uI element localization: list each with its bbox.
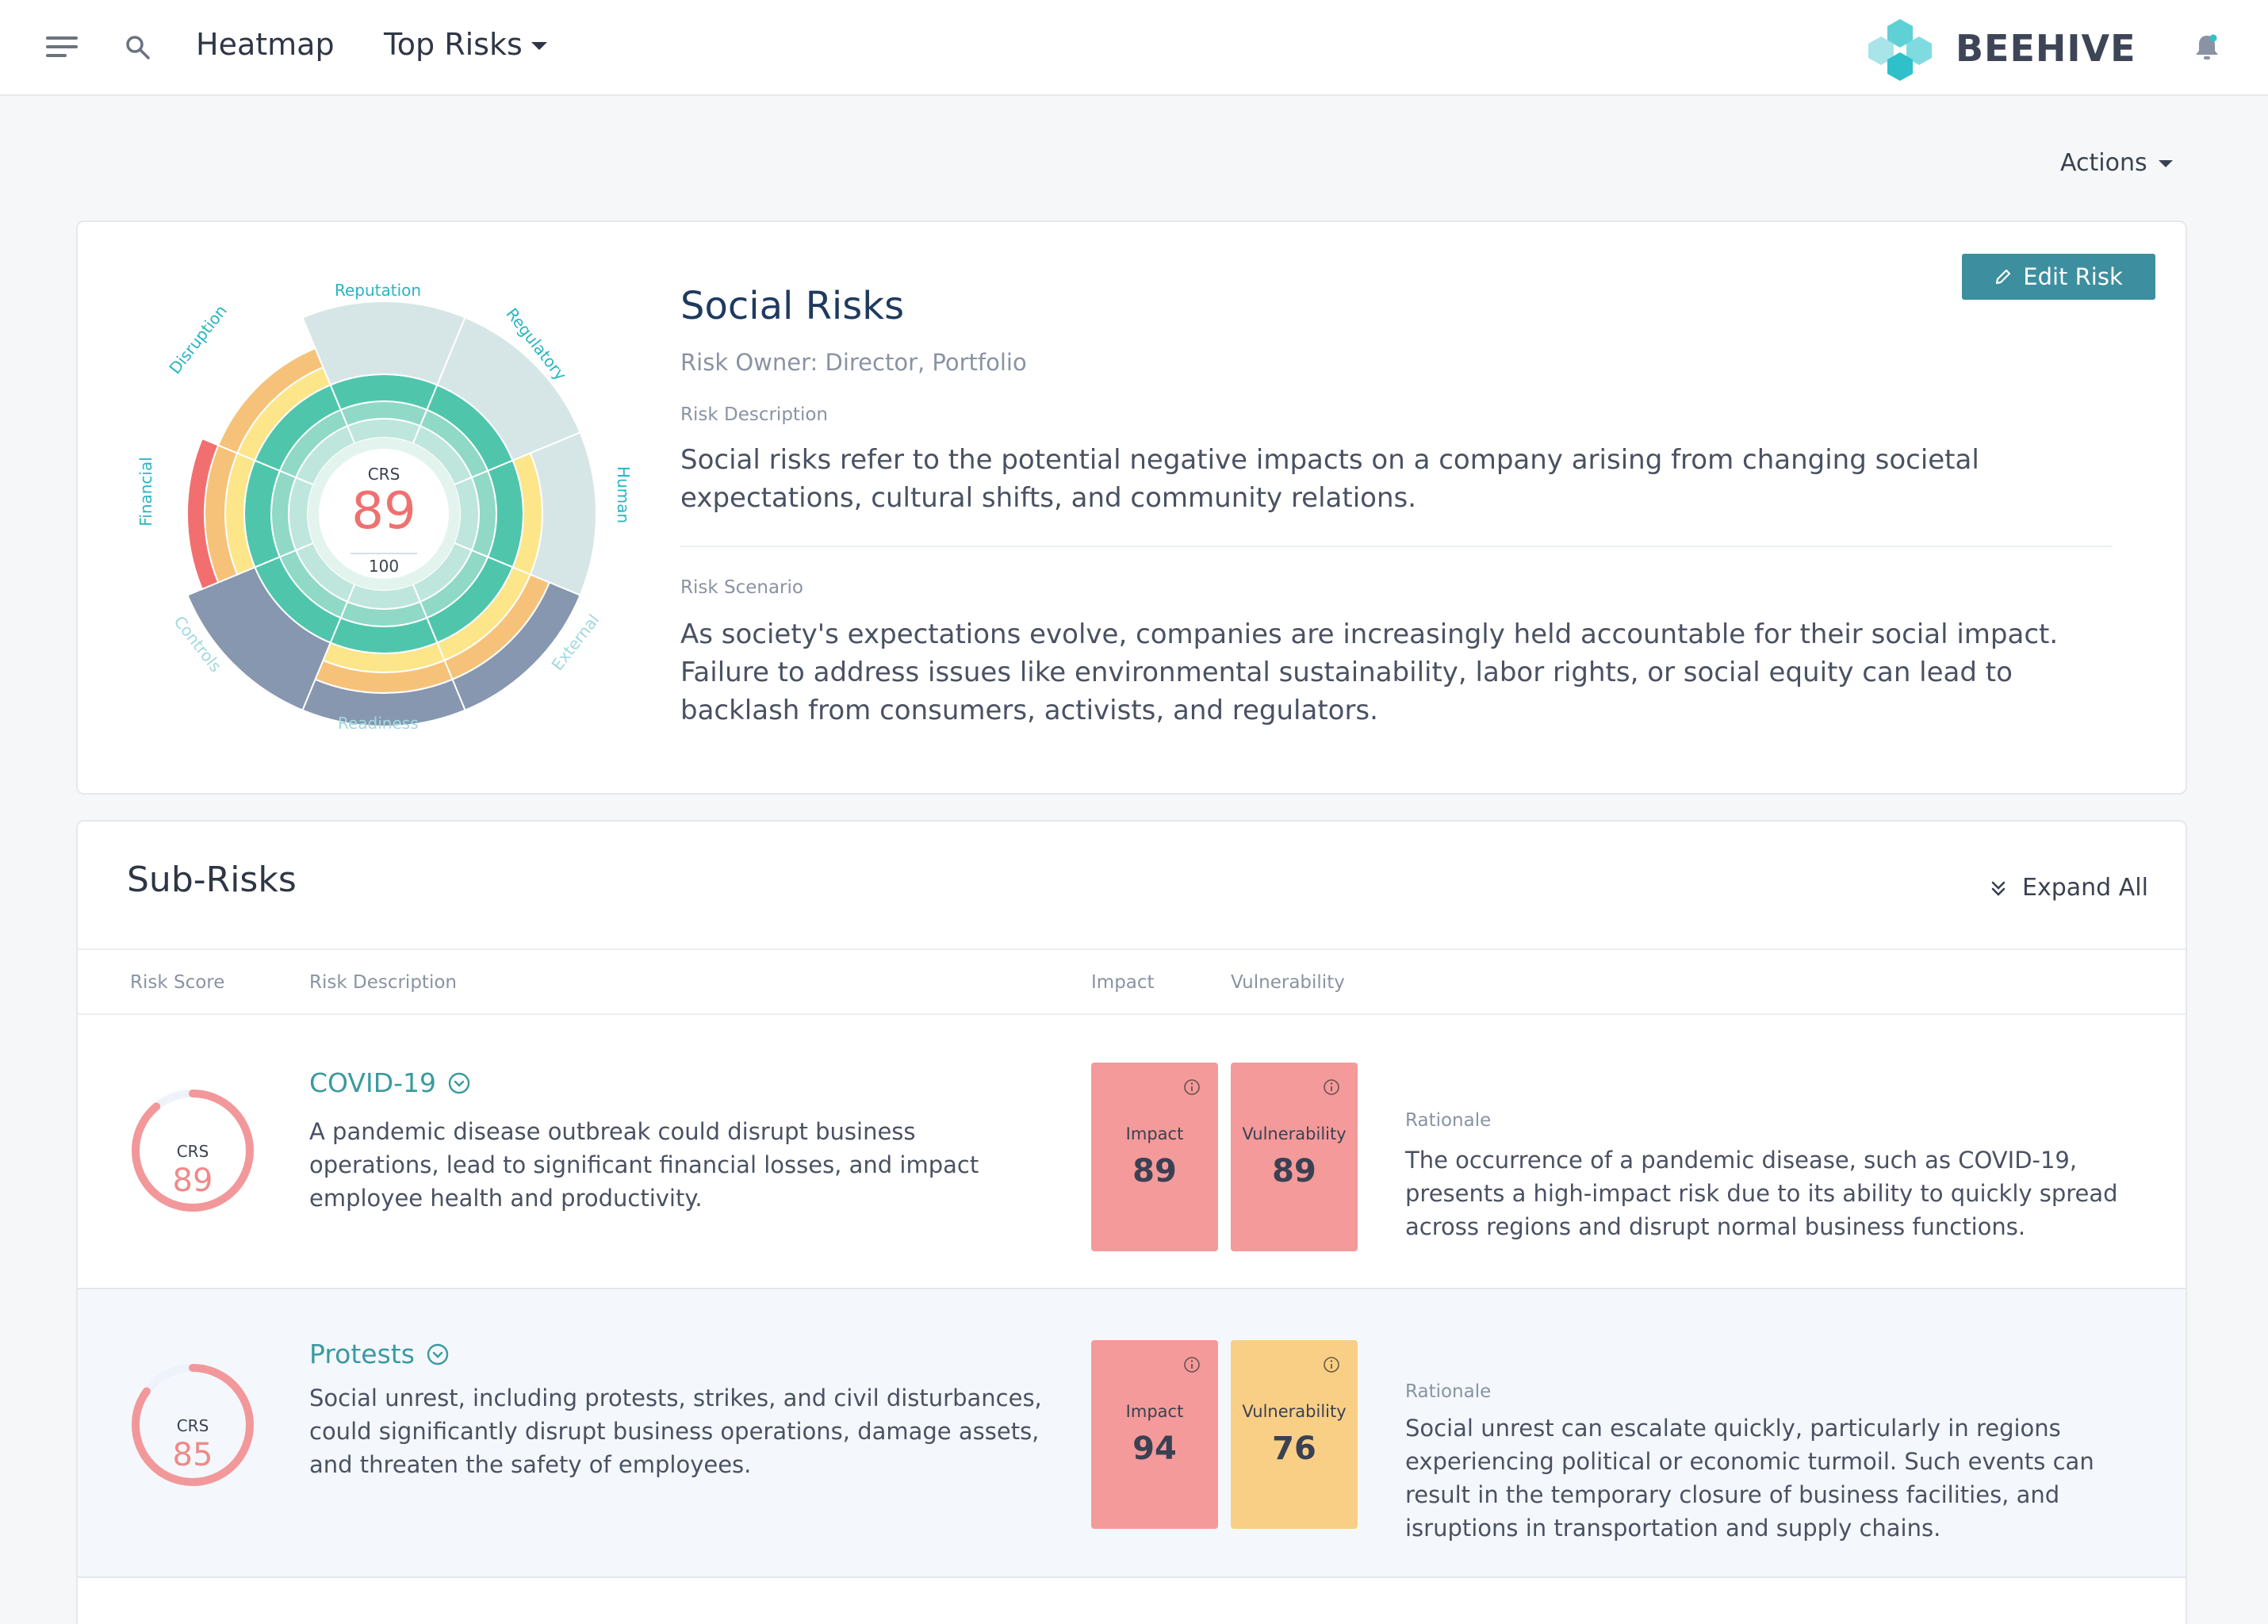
gauge-crs-label: CRS: [176, 1142, 209, 1161]
wheel-crs-max: 100: [368, 557, 400, 576]
chevron-down-icon[interactable]: [531, 42, 547, 50]
rationale-label: Rationale: [1405, 1110, 1492, 1131]
wheel-sector-controls[interactable]: [186, 542, 356, 711]
vulnerability-value: 89: [1272, 1153, 1316, 1189]
column-header-description: Risk Description: [309, 972, 457, 993]
wheel-sector-disruption[interactable]: [216, 347, 356, 486]
wheel-label-reputation: Reputation: [335, 281, 422, 300]
column-header-vulnerability: Vulnerability: [1231, 972, 1345, 993]
actions-label: Actions: [2060, 149, 2147, 177]
crs-gauge: [132, 1364, 254, 1486]
info-icon[interactable]: [1183, 1078, 1201, 1096]
gauge-crs-value: 85: [172, 1437, 213, 1473]
impact-label: Impact: [1125, 1402, 1184, 1421]
sub-risk-description: A pandemic disease outbreak could disrup…: [309, 1118, 979, 1212]
sub-risk-description: Social unrest, including protests, strik…: [309, 1385, 1042, 1478]
vulnerability-tile[interactable]: Vulnerability 89: [1231, 1063, 1358, 1251]
wheel-label-financial: Financial: [136, 457, 155, 527]
crs-gauge: [132, 1090, 254, 1212]
vulnerability-label: Vulnerability: [1242, 1124, 1347, 1143]
chevron-down-icon: [2158, 160, 2173, 167]
expand-all-label: Expand All: [2022, 874, 2148, 902]
rationale-text: The occurrence of a pandemic disease, su…: [1405, 1147, 2118, 1240]
gauge-crs-label: CRS: [176, 1416, 209, 1435]
vulnerability-label: Vulnerability: [1242, 1402, 1347, 1421]
wheel-sector-financial[interactable]: [186, 437, 315, 591]
risk-description-label: Risk Description: [680, 404, 828, 425]
vulnerability-value: 76: [1272, 1431, 1316, 1467]
risk-owner: Risk Owner: Director, Portfolio: [680, 349, 1027, 376]
wheel-crs-divider: [351, 553, 417, 554]
impact-label: Impact: [1125, 1124, 1184, 1143]
menu-icon[interactable]: [46, 36, 78, 59]
impact-value: 94: [1132, 1431, 1177, 1467]
sub-risk-name[interactable]: COVID-19: [309, 1067, 471, 1098]
wheel-crs-label: CRS: [367, 465, 400, 484]
rationale-label: Rationale: [1405, 1381, 1492, 1402]
brand-name: BEEHIVE: [1956, 27, 2136, 70]
info-icon[interactable]: [1323, 1078, 1340, 1096]
risk-wheel-chart: [186, 301, 597, 727]
hexagon-logo-icon: [1868, 19, 1932, 81]
search-icon[interactable]: [124, 33, 152, 62]
row-divider: [78, 1576, 2186, 1578]
pencil-icon: [1996, 269, 2011, 285]
wheel-label-readiness: Readiness: [338, 714, 419, 733]
double-chevron-down-icon: [1991, 881, 2006, 896]
nav-heatmap[interactable]: Heatmap: [196, 27, 335, 62]
wheel-sector-reputation[interactable]: [301, 301, 466, 445]
wheel-sector-human[interactable]: [453, 431, 597, 596]
edit-risk-button[interactable]: Edit Risk: [1962, 254, 2155, 300]
info-icon[interactable]: [1323, 1356, 1340, 1373]
sub-risks-card: Sub-Risks Expand All Risk Score Risk Des…: [76, 820, 2187, 1624]
wheel-sector-regulatory[interactable]: [412, 316, 581, 486]
edit-risk-label: Edit Risk: [2023, 263, 2123, 290]
column-header-score: Risk Score: [130, 972, 225, 993]
top-bar: Heatmap Top Risks BEEHIVE: [0, 0, 2268, 96]
bell-icon[interactable]: [2193, 32, 2220, 62]
sub-risk-name-label: COVID-19: [309, 1067, 437, 1098]
risk-scenario: As society's expectations evolve, compan…: [680, 619, 2059, 726]
row-divider: [78, 1288, 2186, 1289]
risk-title: Social Risks: [680, 284, 905, 328]
table-row[interactable]: CRS 85 Protests Social unrest, including…: [78, 1289, 2186, 1576]
section-divider: [680, 546, 2113, 547]
header-divider: [78, 948, 2186, 950]
impact-value: 89: [1132, 1153, 1177, 1189]
header-divider-bottom: [78, 1013, 2186, 1015]
chevron-circle-icon[interactable]: [426, 1342, 450, 1366]
sub-risk-name-label: Protests: [309, 1339, 415, 1369]
actions-dropdown[interactable]: Actions: [2060, 149, 2173, 177]
impact-tile[interactable]: Impact 89: [1091, 1063, 1218, 1251]
wheel-label-human: Human: [614, 465, 634, 524]
wheel-sector-readiness[interactable]: [301, 583, 466, 727]
rationale-text: Social unrest can escalate quickly, part…: [1405, 1415, 2094, 1542]
impact-tile[interactable]: Impact 94: [1091, 1340, 1218, 1529]
nav-top-risks[interactable]: Top Risks: [384, 27, 523, 62]
risk-scenario-label: Risk Scenario: [680, 577, 803, 598]
risk-wheel: Reputation Regulatory Human External Rea…: [114, 244, 653, 783]
chevron-circle-icon[interactable]: [447, 1071, 471, 1095]
info-icon[interactable]: [1183, 1356, 1201, 1373]
column-header-impact: Impact: [1091, 972, 1155, 993]
risk-summary-card: Reputation Regulatory Human External Rea…: [76, 220, 2187, 795]
expand-all-button[interactable]: Expand All: [1989, 874, 2148, 902]
vulnerability-tile[interactable]: Vulnerability 76: [1231, 1340, 1358, 1529]
wheel-center-disc: [319, 449, 449, 579]
risk-description: Social risks refer to the potential nega…: [680, 444, 1979, 514]
gauge-crs-value: 89: [172, 1162, 213, 1199]
sub-risk-name[interactable]: Protests: [309, 1339, 450, 1369]
wheel-crs-value: 89: [351, 482, 416, 541]
table-row[interactable]: CRS 89 COVID-19 A pandemic disease outbr…: [78, 1015, 2186, 1288]
sub-risks-title: Sub-Risks: [127, 860, 297, 900]
wheel-sector-external[interactable]: [412, 542, 581, 711]
